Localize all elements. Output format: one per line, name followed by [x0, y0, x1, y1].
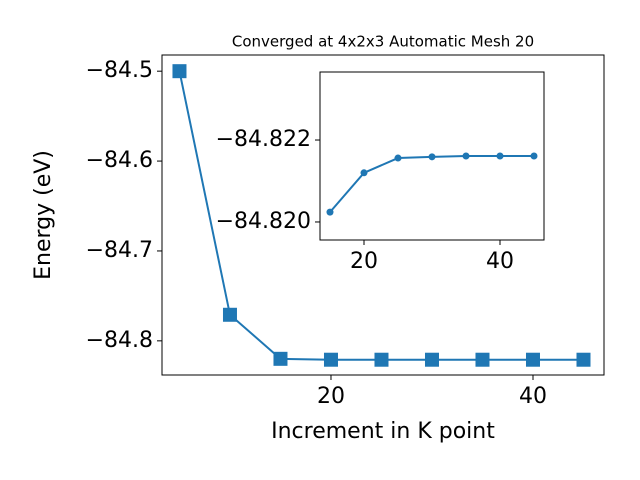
marker — [475, 352, 490, 367]
marker — [428, 153, 436, 161]
marker — [374, 352, 389, 367]
marker — [394, 154, 402, 162]
x-tick-label: 40 — [486, 249, 514, 274]
x-tick-label: 20 — [317, 384, 345, 409]
marker — [462, 152, 470, 160]
y-tick-label: −84.5 — [86, 58, 153, 83]
marker — [273, 351, 288, 366]
marker — [323, 352, 338, 367]
marker — [525, 352, 540, 367]
x-axis-label: Increment in K point — [271, 419, 495, 444]
marker — [496, 152, 504, 160]
x-tick-label: 20 — [350, 249, 378, 274]
marker — [222, 307, 237, 322]
marker — [172, 64, 187, 79]
x-tick-label: 40 — [519, 384, 547, 409]
marker — [576, 352, 591, 367]
marker — [326, 208, 334, 216]
chart-title: Converged at 4x2x3 Automatic Mesh 20 — [232, 33, 534, 51]
y-tick-label: −84.6 — [86, 148, 153, 173]
y-tick-label: −84.7 — [86, 238, 153, 263]
y-axis-label: Energy (eV) — [31, 150, 56, 280]
y-tick-label: −84.822 — [216, 127, 311, 152]
y-tick-label: −84.820 — [216, 209, 311, 234]
y-tick-label: −84.8 — [86, 328, 153, 353]
marker — [360, 169, 368, 177]
marker — [530, 152, 538, 160]
marker — [424, 352, 439, 367]
